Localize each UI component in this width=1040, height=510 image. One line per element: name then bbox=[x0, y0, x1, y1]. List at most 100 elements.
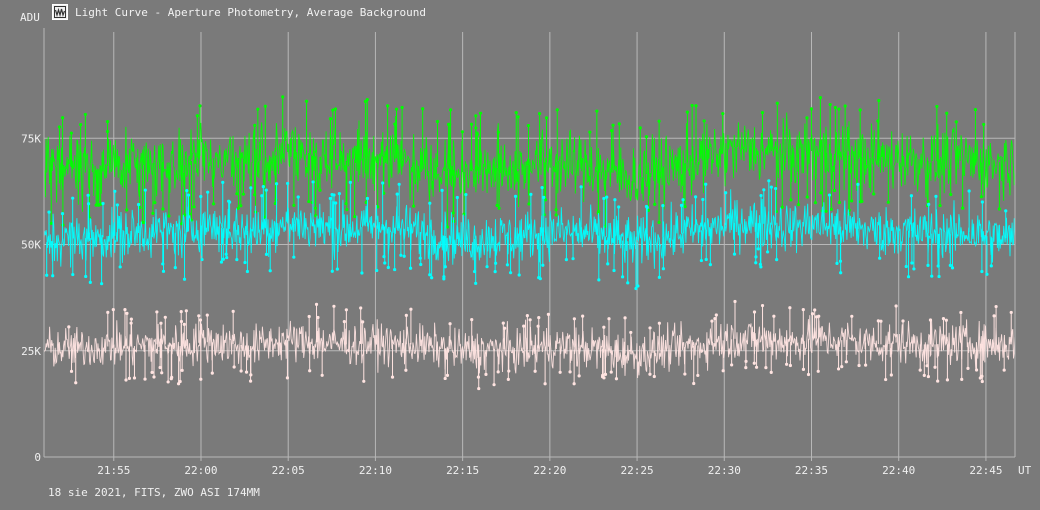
outlier-point bbox=[994, 304, 998, 309]
outlier-point bbox=[159, 321, 163, 325]
outlier-point bbox=[772, 314, 776, 318]
chart-axes: 0 25K 50K 75K 21:55 22:00 22:05 22:10 22:15 22:20… bbox=[21, 28, 1016, 477]
outlier-point bbox=[393, 267, 397, 272]
window-title-bar: Light Curve - Aperture Photometry, Avera… bbox=[52, 3, 426, 21]
outlier-point bbox=[446, 122, 451, 126]
outlier-point bbox=[904, 264, 908, 269]
outlier-point bbox=[945, 111, 949, 115]
outlier-point bbox=[527, 202, 531, 206]
outlier-point bbox=[256, 107, 260, 111]
outlier-point bbox=[872, 192, 876, 196]
outlier-point bbox=[125, 311, 129, 315]
outlier-point bbox=[394, 107, 399, 111]
outlier-point bbox=[243, 260, 247, 265]
outlier-point bbox=[949, 192, 953, 197]
outlier-point bbox=[769, 370, 773, 374]
outlier-point bbox=[850, 199, 854, 203]
series-trace bbox=[43, 315, 1016, 379]
outlier-point bbox=[767, 179, 771, 183]
outlier-point bbox=[886, 200, 890, 204]
outlier-point bbox=[330, 269, 334, 273]
light-curve-app-icon[interactable] bbox=[52, 4, 68, 20]
outlier-point bbox=[546, 312, 551, 316]
outlier-point bbox=[754, 255, 758, 259]
outlier-point bbox=[375, 268, 379, 273]
outlier-point bbox=[657, 119, 661, 123]
outlier-point bbox=[106, 310, 110, 314]
outlier-point bbox=[558, 370, 562, 374]
outlier-point bbox=[926, 374, 930, 379]
outlier-point bbox=[236, 206, 241, 210]
outlier-point bbox=[57, 125, 62, 129]
outlier-point bbox=[909, 194, 913, 198]
outlier-point bbox=[789, 198, 793, 202]
outlier-point bbox=[884, 377, 888, 382]
x-axis-label: UT bbox=[1018, 464, 1032, 477]
outlier-point bbox=[933, 365, 937, 369]
outlier-point bbox=[197, 314, 201, 318]
outlier-point bbox=[440, 188, 444, 192]
outlier-point bbox=[759, 193, 763, 198]
outlier-point bbox=[245, 269, 250, 274]
outlier-point bbox=[421, 107, 425, 111]
x-tick-label: 22:35 bbox=[795, 464, 828, 477]
outlier-point bbox=[161, 207, 165, 211]
outlier-point bbox=[124, 378, 128, 382]
outlier-point bbox=[83, 112, 87, 117]
outlier-point bbox=[225, 255, 229, 260]
outlier-point bbox=[395, 192, 399, 196]
outlier-point bbox=[602, 376, 606, 380]
outlier-point bbox=[292, 203, 296, 207]
outlier-point bbox=[501, 321, 505, 325]
outlier-point bbox=[493, 269, 497, 274]
outlier-point bbox=[775, 101, 779, 105]
outlier-point bbox=[692, 381, 696, 386]
outlier-point bbox=[835, 261, 839, 265]
outlier-point bbox=[538, 277, 542, 281]
outlier-point bbox=[581, 314, 585, 318]
outlier-point bbox=[526, 124, 531, 128]
outlier-point bbox=[543, 382, 547, 386]
outlier-point bbox=[404, 313, 408, 317]
outlier-point bbox=[629, 330, 633, 335]
outlier-point bbox=[597, 278, 601, 282]
outlier-point bbox=[161, 262, 165, 266]
x-tick-label: 22:45 bbox=[969, 464, 1002, 477]
outlier-point bbox=[182, 322, 186, 326]
outlier-point bbox=[856, 182, 860, 186]
window-title: Light Curve - Aperture Photometry, Avera… bbox=[75, 5, 426, 19]
outlier-point bbox=[460, 130, 464, 134]
outlier-point bbox=[528, 318, 532, 322]
outlier-point bbox=[248, 379, 253, 383]
outlier-point bbox=[694, 104, 698, 108]
x-tick-label: 22:20 bbox=[533, 464, 566, 477]
outlier-point bbox=[617, 205, 621, 209]
outlier-point bbox=[934, 194, 938, 198]
outlier-point bbox=[860, 199, 864, 203]
outlier-point bbox=[186, 193, 191, 197]
outlier-point bbox=[879, 319, 883, 323]
outlier-point bbox=[765, 250, 770, 254]
outlier-point bbox=[992, 314, 996, 318]
outlier-point bbox=[966, 366, 970, 371]
outlier-point bbox=[606, 262, 610, 266]
outlier-point bbox=[335, 267, 339, 271]
outlier-point bbox=[595, 109, 599, 113]
outlier-point bbox=[409, 307, 413, 311]
outlier-point bbox=[837, 107, 841, 111]
outlier-point bbox=[836, 367, 841, 371]
outlier-point bbox=[1002, 368, 1006, 372]
outlier-point bbox=[328, 196, 332, 201]
outlier-point bbox=[304, 99, 309, 103]
outlier-point bbox=[973, 107, 978, 112]
outlier-point bbox=[657, 321, 661, 325]
outlier-point bbox=[833, 105, 837, 110]
outlier-point bbox=[211, 202, 216, 206]
outlier-point bbox=[478, 111, 483, 115]
outlier-point bbox=[296, 195, 300, 199]
outlier-point bbox=[974, 368, 979, 372]
outlier-point bbox=[232, 365, 236, 369]
outlier-point bbox=[685, 110, 689, 114]
outlier-point bbox=[653, 202, 657, 206]
outlier-point bbox=[644, 135, 649, 139]
